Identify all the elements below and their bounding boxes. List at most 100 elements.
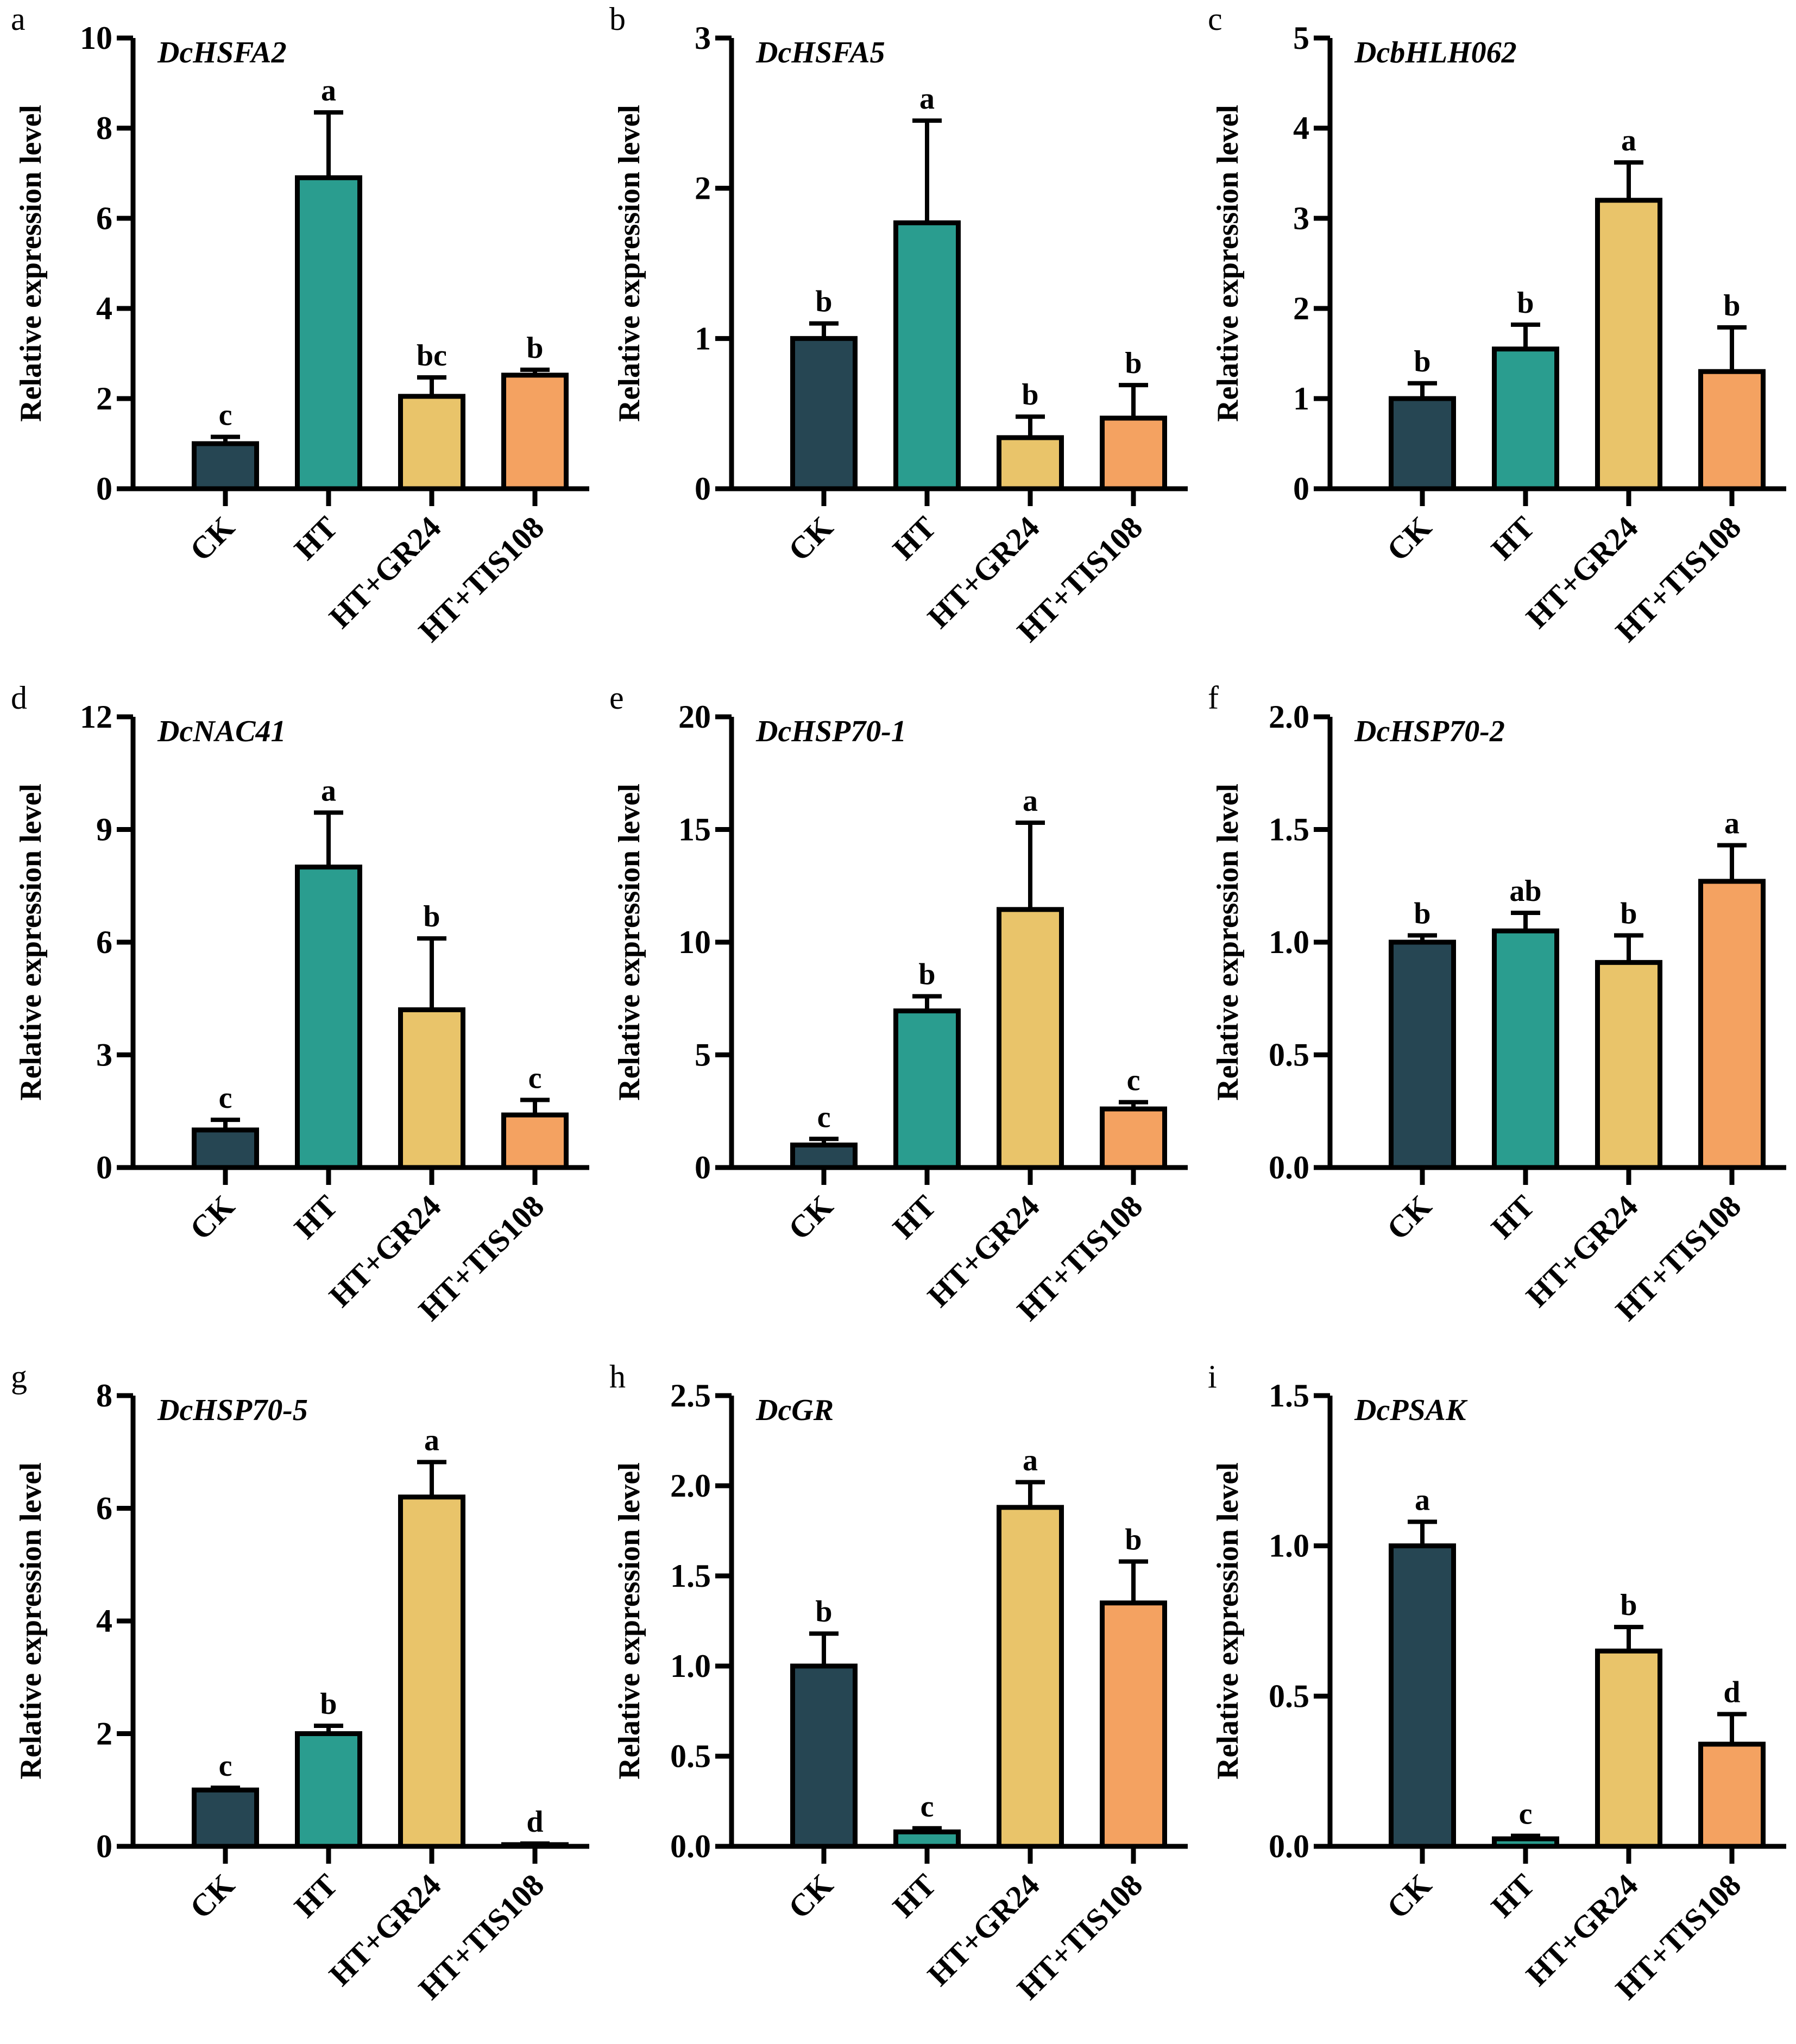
bar-ht xyxy=(893,1829,961,1849)
chart-svg-b: b DcHSFA5 Relative expression level 0 1 2 3 b CK… xyxy=(609,1,1188,648)
y-tick-label: 3 xyxy=(96,1037,112,1073)
bar-ht-gr24 xyxy=(398,1007,465,1170)
y-tick-label: 0.5 xyxy=(1269,1678,1309,1714)
y-tick-label: 2 xyxy=(695,171,711,206)
bar-ht-gr24 xyxy=(997,1505,1064,1849)
bar-ht xyxy=(295,1731,362,1849)
y-tick-label: 0 xyxy=(96,1828,112,1864)
x-tick-label: CK xyxy=(782,1867,840,1925)
y-axis-label: Relative expression level xyxy=(14,784,48,1101)
x-tick-label: HT xyxy=(1484,1867,1541,1924)
bar-ht xyxy=(893,1008,961,1170)
y-tick-label: 12 xyxy=(80,699,112,735)
y-tick-label: 9 xyxy=(96,812,112,848)
significance-letter: ab xyxy=(1509,874,1541,908)
bar-ht xyxy=(1492,1836,1559,1849)
y-tick-label: 2.0 xyxy=(670,1468,711,1504)
chart-svg-c: c DcbHLH062 Relative expression level 0 1 2 3 4… xyxy=(1208,1,1786,648)
x-tick-label: HT xyxy=(886,1188,943,1245)
chart-panel-c: c DcbHLH062 Relative expression level 0 1 2 3 4… xyxy=(1197,0,1795,679)
significance-letter: a xyxy=(321,774,336,807)
chart-title: DcbHLH062 xyxy=(1354,36,1517,70)
y-tick-label: 20 xyxy=(678,699,711,735)
significance-letter: b xyxy=(1517,286,1534,320)
y-axis-label: Relative expression level xyxy=(14,105,48,422)
y-tick-label: 0.0 xyxy=(1269,1150,1309,1185)
chart-panel-b: b DcHSFA5 Relative expression level 0 1 2 3 b CK… xyxy=(598,0,1197,679)
y-tick-label: 6 xyxy=(96,924,112,960)
y-tick-label: 4 xyxy=(96,1603,112,1639)
y-tick-label: 2 xyxy=(96,1716,112,1752)
chart-title: DcHSP70-5 xyxy=(157,1393,308,1427)
y-tick-label: 0.0 xyxy=(670,1828,711,1864)
significance-letter: b xyxy=(815,1595,832,1629)
chart-panel-f: f DcHSP70-2 Relative expression level 0.0 0.… xyxy=(1197,679,1795,1358)
x-tick-label: CK xyxy=(183,1188,241,1246)
significance-letter: b xyxy=(918,958,935,992)
bar-ht-gr24 xyxy=(398,394,465,491)
y-axis-label: Relative expression level xyxy=(613,784,646,1101)
bar-ck xyxy=(790,1143,858,1170)
significance-letter: c xyxy=(219,1081,232,1115)
significance-letter: a xyxy=(1023,784,1038,818)
y-axis-label: Relative expression level xyxy=(1211,1462,1245,1780)
x-tick-label: CK xyxy=(782,1188,840,1246)
x-tick-label: HT xyxy=(1484,1188,1541,1245)
panel-label: c xyxy=(1208,1,1222,37)
panel-label: a xyxy=(11,1,26,37)
significance-letter: a xyxy=(424,1423,439,1457)
chart-svg-i: i DcPSAK Relative expression level 0.0 0.5 1.… xyxy=(1208,1359,1786,2006)
y-tick-label: 5 xyxy=(1293,20,1309,56)
y-tick-label: 10 xyxy=(678,924,711,960)
y-tick-label: 2 xyxy=(1293,291,1309,326)
significance-letter: c xyxy=(921,1790,934,1824)
x-tick-label: CK xyxy=(782,509,840,567)
significance-letter: d xyxy=(526,1805,543,1839)
bar-ht-tis108 xyxy=(1698,1742,1766,1849)
chart-title: DcNAC41 xyxy=(157,715,286,748)
significance-letter: a xyxy=(1023,1443,1038,1477)
y-tick-label: 0 xyxy=(1293,471,1309,507)
bar-ht-gr24 xyxy=(1595,198,1662,491)
y-axis-label: Relative expression level xyxy=(613,1462,646,1780)
bar-ht-tis108 xyxy=(1698,879,1766,1170)
bar-ht-tis108 xyxy=(1100,1600,1167,1849)
chart-title: DcHSP70-2 xyxy=(1354,715,1505,748)
bar-ck xyxy=(790,336,858,491)
y-tick-label: 0.5 xyxy=(1269,1037,1309,1073)
chart-panel-e: e DcHSP70-1 Relative expression level 0 5 10 1… xyxy=(598,679,1197,1358)
bar-ht-gr24 xyxy=(997,435,1064,491)
x-tick-label: HT xyxy=(287,1188,344,1245)
significance-letter: b xyxy=(1414,897,1431,931)
chart-svg-a: a DcHSFA2 Relative expression level 0 2 4 6 8 10… xyxy=(11,1,589,648)
chart-title: DcHSFA5 xyxy=(755,36,885,70)
chart-svg-d: d DcNAC41 Relative expression level 0 3 6 9 12 c… xyxy=(11,680,589,1327)
significance-letter: b xyxy=(1723,289,1740,323)
y-tick-label: 3 xyxy=(1293,200,1309,236)
chart-panel-d: d DcNAC41 Relative expression level 0 3 6 9 12 c… xyxy=(0,679,598,1358)
bar-ht-tis108 xyxy=(501,373,569,491)
significance-letter: b xyxy=(1125,1523,1142,1556)
y-tick-label: 15 xyxy=(678,812,711,848)
x-tick-label: HT xyxy=(886,509,943,566)
x-tick-label: HT xyxy=(287,509,344,566)
y-tick-label: 0.0 xyxy=(1269,1828,1309,1864)
chart-title: DcHSP70-1 xyxy=(755,715,906,748)
bar-ht-gr24 xyxy=(1595,1648,1662,1849)
bar-ht xyxy=(1492,928,1559,1170)
bar-ht xyxy=(295,865,362,1170)
y-tick-label: 0.5 xyxy=(670,1738,711,1774)
panel-label: f xyxy=(1208,680,1219,716)
bar-ht-tis108 xyxy=(1100,415,1167,491)
bar-ck xyxy=(192,1127,259,1170)
chart-panel-g: g DcHSP70-5 Relative expression level 0 2 4 6 8… xyxy=(0,1358,598,2036)
y-tick-label: 2.5 xyxy=(670,1378,711,1414)
bar-ck xyxy=(1389,396,1456,491)
significance-letter: a xyxy=(919,82,935,116)
y-tick-label: 1 xyxy=(695,320,711,356)
y-tick-label: 3 xyxy=(695,20,711,56)
y-tick-label: 0 xyxy=(695,1150,711,1185)
significance-letter: bc xyxy=(417,339,447,373)
y-tick-label: 1.0 xyxy=(1269,1528,1309,1564)
